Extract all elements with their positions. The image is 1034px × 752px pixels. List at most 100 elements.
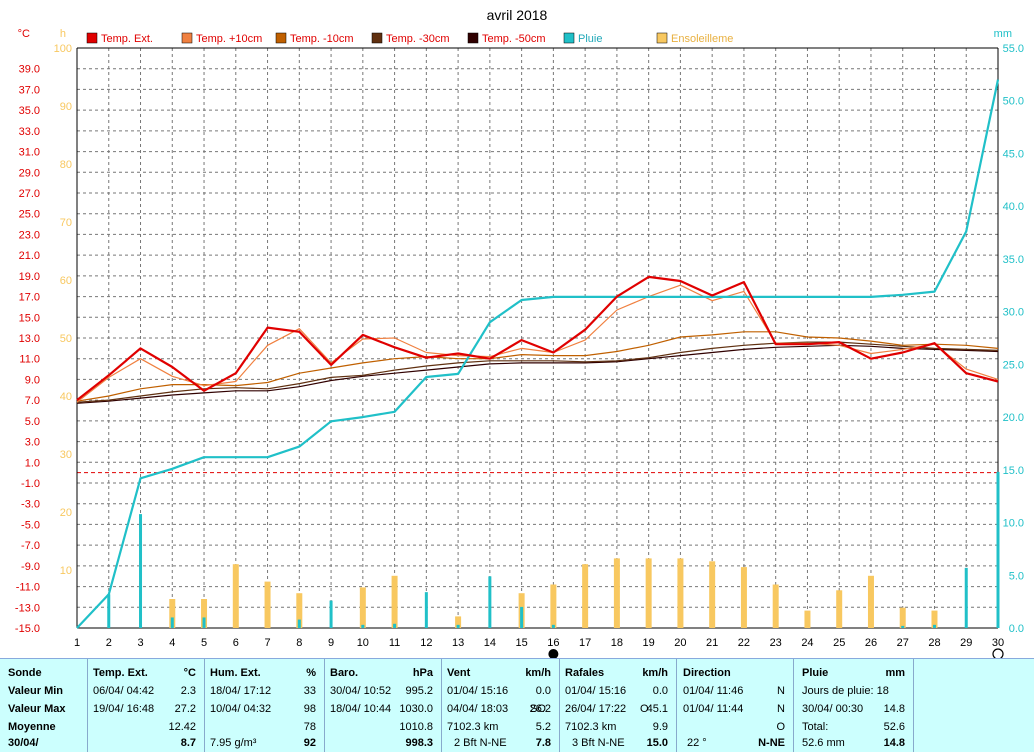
y-tick-rain: 35.0: [1003, 254, 1024, 266]
summary-date: 01/04/ 15:16: [447, 685, 509, 697]
y-tick-temp: 31.0: [19, 147, 40, 159]
x-tick-label: 12: [420, 637, 432, 649]
summary-value: 5.2: [535, 721, 551, 733]
summary-sonde-column: Sonde Valeur Min Valeur Max Moyenne 30/0…: [0, 659, 88, 752]
summary-value: 9.9: [652, 721, 668, 733]
x-tick-label: 22: [738, 637, 750, 649]
x-tick-label: 8: [296, 637, 302, 649]
legend-label: Temp. -50cm: [482, 33, 546, 45]
legend-swatch: [86, 32, 98, 44]
sunshine-bar: [836, 590, 843, 628]
x-tick-label: 11: [389, 637, 400, 649]
summary-vent-header: Vent: [447, 667, 471, 679]
summary-current-value: 14.8: [883, 737, 905, 749]
series-lines: [76, 79, 1000, 629]
summary-date: 26/04/ 17:22: [565, 703, 627, 715]
sunshine-bar: [582, 564, 589, 628]
summary-hum-column: Hum. Ext. % 18/04/ 17:12 33 10/04/ 04:32…: [205, 659, 325, 752]
summary-total-mm: 52.6 mm: [802, 737, 845, 749]
sunshine-bar: [899, 607, 906, 628]
sunshine-bar: [772, 584, 779, 628]
summary-direction-column: Direction 01/04/ 11:46 N 01/04/ 11:44 N …: [677, 659, 794, 752]
summary-sonde-header: Sonde: [8, 667, 42, 679]
x-tick-label: 29: [960, 637, 972, 649]
y-tick-temp: 17.0: [19, 292, 40, 304]
tick-labels: 39.037.035.033.031.029.027.025.023.021.0…: [15, 28, 1024, 649]
summary-row-label: Moyenne: [8, 721, 56, 733]
summary-date: 01/04/ 15:16: [565, 685, 627, 697]
y-axis-label-rain: mm: [994, 28, 1012, 40]
y-tick-temp: 9.0: [25, 374, 40, 386]
x-tick-label: 13: [452, 637, 464, 649]
summary-value: N: [777, 703, 785, 715]
summary-date: 18/04/ 10:44: [330, 703, 392, 715]
y-tick-temp: -7.0: [21, 540, 40, 552]
summary-wind-dir: O: [640, 703, 649, 715]
rain-bar: [520, 606, 524, 628]
legend-swatch: [467, 32, 479, 44]
sunshine-bar: [645, 558, 652, 628]
summary-panel: Sonde Valeur Min Valeur Max Moyenne 30/0…: [0, 658, 1034, 752]
summary-rafales-unit: km/h: [642, 667, 668, 679]
x-tick-label: 30: [992, 637, 1004, 649]
legend-label: Temp. Ext.: [101, 33, 153, 45]
summary-row-label: Valeur Max: [8, 703, 66, 715]
sunshine-bar: [264, 581, 271, 628]
summary-value: 78: [303, 721, 316, 733]
y-axis-label-hours: h: [60, 28, 66, 40]
x-tick-label: 9: [328, 637, 334, 649]
summary-baro-unit: hPa: [412, 667, 433, 679]
sunshine-bar: [169, 599, 176, 628]
rain-bar: [107, 594, 111, 628]
x-tick-label: 6: [233, 637, 239, 649]
x-tick-label: 7: [264, 637, 270, 649]
series-line-3: [76, 331, 999, 402]
y-tick-temp: -5.0: [21, 519, 40, 531]
legend-label: Pluie: [578, 33, 602, 45]
y-tick-rain: 30.0: [1003, 307, 1024, 319]
y-tick-temp: 5.0: [25, 416, 40, 428]
summary-hum-unit: %: [306, 667, 316, 679]
x-tick-label: 20: [674, 637, 686, 649]
y-tick-rain: 25.0: [1003, 359, 1024, 371]
rain-bar: [139, 514, 143, 628]
y-tick-hours: 30: [60, 449, 72, 461]
summary-rafales-column: Rafales km/h 01/04/ 15:16 0.0 26/04/ 17:…: [560, 659, 677, 752]
y-tick-temp: 11.0: [19, 354, 40, 366]
summary-row-label: Valeur Min: [8, 685, 64, 697]
summary-value: N: [777, 685, 785, 697]
summary-pluie-column: Pluie mm Jours de pluie: 18 30/04/ 00:30…: [794, 659, 914, 752]
summary-direction-header: Direction: [683, 667, 731, 679]
sunshine-bar: [740, 567, 747, 628]
summary-value: 14.8: [883, 703, 905, 715]
summary-abs-humidity: 7.95 g/m³: [210, 737, 257, 749]
y-tick-rain: 45.0: [1003, 148, 1024, 160]
x-tick-label: 27: [897, 637, 909, 649]
rain-bar: [329, 600, 333, 628]
rain-bar: [202, 617, 206, 628]
sunshine-bar: [677, 558, 684, 628]
summary-value: 995.2: [405, 685, 433, 697]
rain-bar: [297, 619, 301, 628]
y-tick-rain: 10.0: [1003, 518, 1024, 530]
summary-value: 52.6: [883, 721, 905, 733]
series-line-4: [76, 341, 999, 403]
rain-bar: [424, 592, 428, 628]
sunshine-bar: [455, 616, 462, 628]
rain-bar: [456, 624, 460, 628]
legend-label: Ensoleilleme: [671, 33, 733, 45]
axes: [76, 47, 1004, 658]
summary-date: 01/04/ 11:46: [683, 685, 744, 697]
summary-baro-header: Baro.: [330, 667, 359, 679]
legend-swatch: [371, 32, 383, 44]
summary-rafales-header: Rafales: [565, 667, 605, 679]
summary-value: 26.2: [529, 703, 551, 715]
y-tick-hours: 60: [60, 275, 72, 287]
summary-value: 98: [303, 703, 316, 715]
summary-vent-column: Vent km/h 01/04/ 15:16 0.0 04/04/ 18:03 …: [442, 659, 560, 752]
x-tick-label: 10: [357, 637, 369, 649]
summary-temp-unit: °C: [183, 667, 196, 679]
x-tick-label: 4: [169, 637, 175, 649]
summary-distance: 7102.3 km: [447, 721, 499, 733]
y-tick-temp: 25.0: [19, 209, 40, 221]
